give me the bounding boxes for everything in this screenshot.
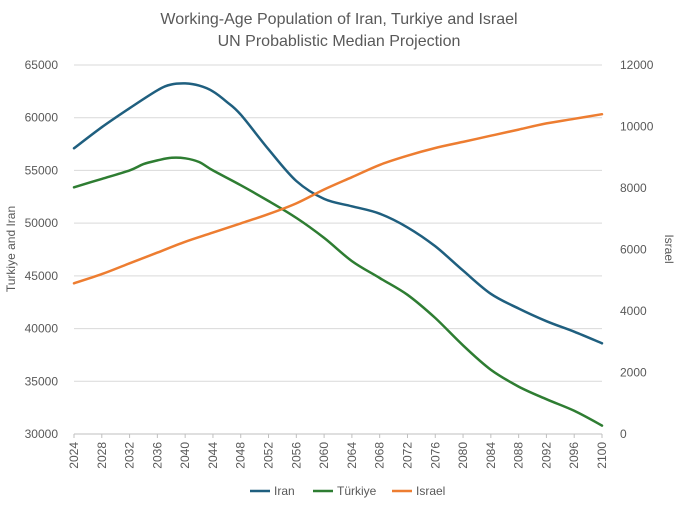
legend: Iran Türkiye Israel	[250, 484, 445, 498]
x-tick-label: 2100	[595, 442, 609, 469]
series-lines	[72, 82, 604, 427]
x-tick-label: 2060	[317, 442, 331, 469]
x-tick-label: 2024	[67, 442, 81, 469]
x-tick-label: 2056	[289, 442, 303, 469]
chart-subtitle: UN Probablistic Median Projection	[218, 33, 461, 50]
x-tick-label: 2052	[262, 442, 276, 469]
left-tick-label: 65000	[25, 58, 59, 72]
left-tick-label: 45000	[25, 269, 59, 283]
x-tick-label: 2032	[123, 442, 137, 469]
gridlines	[74, 64, 602, 435]
x-tick-label: 2064	[345, 442, 359, 469]
legend-label: Israel	[416, 484, 445, 498]
left-tick-label: 40000	[25, 322, 59, 336]
right-axis-ticks: 0 2000 4000 6000 8000 10000 12000	[620, 58, 654, 441]
series-line-iran	[72, 82, 604, 345]
x-tick-label: 2084	[484, 442, 498, 469]
x-tick-label: 2080	[456, 442, 470, 469]
x-tick-label: 2092	[539, 442, 553, 469]
left-tick-label: 30000	[25, 427, 59, 441]
x-tick-label: 2048	[234, 442, 248, 469]
legend-label: Iran	[274, 484, 295, 498]
right-tick-label: 6000	[620, 243, 647, 257]
x-tick-label: 2044	[206, 442, 220, 469]
series-line-israel	[72, 112, 604, 285]
left-axis-ticks: 30000 35000 40000 45000 50000 55000 60000 65000	[25, 58, 59, 441]
left-tick-label: 35000	[25, 374, 59, 388]
right-tick-label: 2000	[620, 366, 647, 380]
left-tick-label: 60000	[25, 111, 59, 125]
right-tick-label: 12000	[620, 58, 654, 72]
left-axis-title: Turkiye and Iran	[4, 206, 18, 292]
x-tick-label: 2096	[567, 442, 581, 469]
x-tick-label: 2028	[95, 442, 109, 469]
x-tick-label: 2076	[428, 442, 442, 469]
chart-title: Working-Age Population of Iran, Turkiye …	[160, 11, 517, 28]
series-line-t-rkiye	[72, 156, 604, 427]
x-tick-label: 2088	[512, 442, 526, 469]
x-tick-label: 2040	[178, 442, 192, 469]
right-tick-label: 4000	[620, 304, 647, 318]
right-tick-label: 8000	[620, 181, 647, 195]
left-tick-label: 50000	[25, 216, 59, 230]
x-axis-ticks: 2024 2028 2032 2036 2040 2044 2048 2052 2056 2060…	[67, 433, 609, 469]
x-tick-label: 2036	[150, 442, 164, 469]
right-tick-label: 10000	[620, 120, 654, 134]
legend-label: Türkiye	[337, 484, 377, 498]
right-tick-label: 0	[620, 427, 627, 441]
x-tick-label: 2068	[373, 442, 387, 469]
right-axis-title: Israel	[662, 234, 676, 263]
x-tick-label: 2072	[400, 442, 414, 469]
left-tick-label: 55000	[25, 163, 59, 177]
